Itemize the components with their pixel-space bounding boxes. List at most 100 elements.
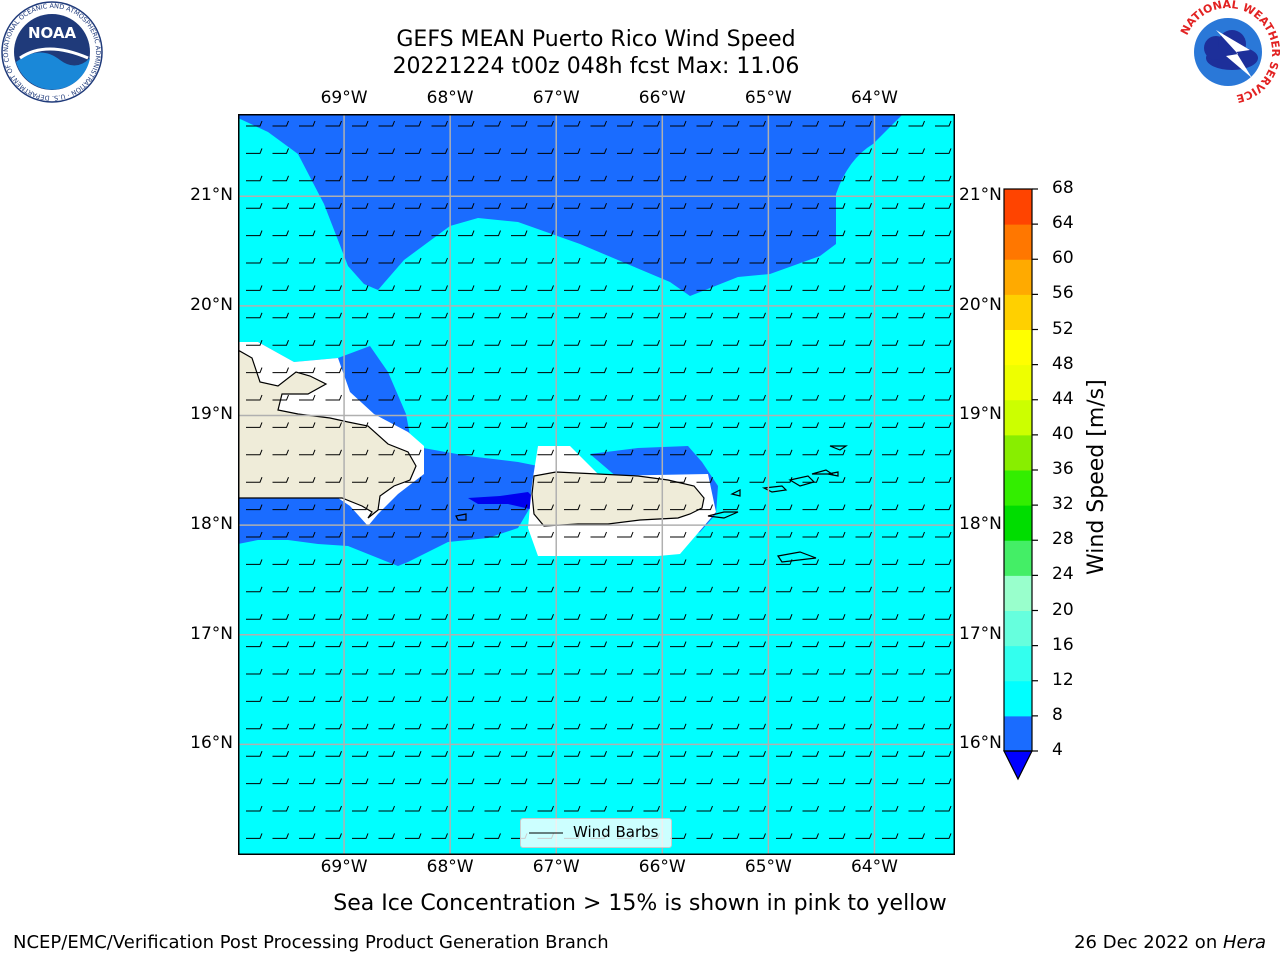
colorbar-label: 40 [1052,423,1074,444]
chart-title: GEFS MEAN Puerto Rico Wind Speed [396,27,796,52]
wind-barb [378,422,395,428]
wind-barb [723,696,740,702]
wind-barb [405,175,422,182]
wind-barb [908,175,925,182]
wind-barb [431,641,448,648]
wind-barb [405,422,422,428]
wind-barb [590,230,607,237]
wind-barb [617,340,634,346]
wind-barb [484,504,501,511]
wind-barb [405,833,422,839]
wind-barb [537,230,554,237]
colorbar-band [1004,434,1032,471]
wind-barb [696,422,713,428]
wind-barb [643,805,660,812]
wind-barb [537,614,554,620]
wind-barb [511,668,528,675]
wind-barb [325,422,342,428]
wind-barb [378,531,395,538]
wind-barb [325,367,342,374]
wind-barb [272,778,289,785]
wind-barb [696,203,713,209]
wind-barb [246,148,263,154]
wind-barb [723,641,740,648]
map-frame [238,114,955,855]
wind-barb [458,504,475,511]
wind-barb [405,257,422,264]
wind-barb [776,175,793,182]
wind-barb [670,312,687,319]
wind-barb [696,257,713,264]
lat-label-right: 21°N [959,185,1002,206]
wind-barb [378,312,395,319]
wind-barb [749,696,766,702]
wind-barb [590,723,607,730]
wind-barb [352,723,369,730]
wind-barb [431,175,448,182]
wind-barb [802,751,819,757]
wind-barb [829,504,846,511]
lon-label-top: 66°W [638,88,686,108]
wind-barb [749,641,766,648]
wind-barb [458,477,475,483]
wind-barb [325,449,342,456]
wind-barb [564,586,581,593]
wind-barb [882,668,899,675]
wind-barb [776,477,793,483]
wind-barb [696,367,713,374]
wind-barb [484,531,501,538]
wind-barb [590,120,607,127]
wind-barb [325,778,342,785]
wind-barb [590,751,607,757]
wind-barb [590,477,607,483]
wind-barb [511,203,528,209]
wind-barb [299,449,316,456]
wind-barb [749,312,766,319]
wind-barb [670,778,687,785]
wind-barb [829,641,846,648]
wind-barb [776,340,793,346]
wind-barb [352,696,369,702]
wind-barb [617,367,634,374]
wind-barb [272,531,289,538]
wind-barb [564,312,581,319]
wind-barb [723,805,740,812]
wind-barb [855,449,872,456]
wind-barb [484,312,501,319]
wind-barb [564,367,581,374]
wind-barb [431,257,448,264]
wind-barb [405,559,422,565]
wind-barb [352,504,369,511]
wind-barb [299,805,316,812]
wind-barb [723,778,740,785]
wind-barb [352,148,369,154]
wind-barb [299,340,316,346]
wind-barb [617,148,634,154]
wind-barb [299,668,316,675]
wind-barb [352,586,369,593]
wind-barb [908,833,925,839]
wind-barb [299,641,316,648]
wind-barb [325,751,342,757]
wind-barb [670,422,687,428]
wind-barb [537,394,554,401]
wind-barb [670,477,687,483]
wind-barb [855,805,872,812]
wind-barb [246,641,263,648]
wind-barb [484,778,501,785]
wind-barb [749,120,766,127]
wind-barb [325,203,342,209]
wind-barb [378,696,395,702]
wind-barb [484,559,501,565]
colorbar-label: 68 [1052,178,1074,198]
wind-barb [935,148,952,154]
wind-barb [352,120,369,127]
wind-barb [564,340,581,346]
wind-barb [272,723,289,730]
wind-barb [855,833,872,839]
wind-barb [378,477,395,483]
wind-barb [405,805,422,812]
wind-barb [643,340,660,346]
wind-barb [723,586,740,593]
wind-barb [564,696,581,702]
